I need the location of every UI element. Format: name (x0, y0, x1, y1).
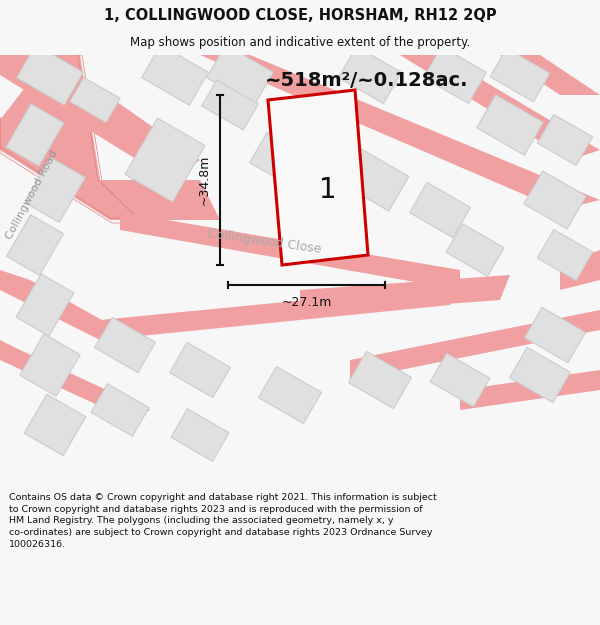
Text: Collingwood Close: Collingwood Close (208, 228, 323, 256)
Polygon shape (410, 182, 470, 238)
Polygon shape (171, 409, 229, 461)
Polygon shape (20, 334, 80, 396)
Polygon shape (460, 370, 600, 410)
Polygon shape (268, 90, 368, 265)
Polygon shape (17, 45, 83, 105)
Polygon shape (100, 180, 220, 220)
Polygon shape (430, 353, 490, 407)
Polygon shape (25, 158, 85, 222)
Polygon shape (142, 45, 208, 105)
Polygon shape (6, 104, 64, 166)
Polygon shape (125, 118, 205, 202)
Polygon shape (24, 394, 86, 456)
Polygon shape (259, 366, 322, 424)
Polygon shape (95, 318, 155, 372)
Polygon shape (509, 348, 571, 403)
Polygon shape (100, 285, 460, 340)
Text: ~34.8m: ~34.8m (197, 155, 211, 205)
Text: Map shows position and indicative extent of the property.: Map shows position and indicative extent… (130, 36, 470, 49)
Polygon shape (424, 46, 487, 104)
Polygon shape (200, 55, 600, 210)
Polygon shape (500, 55, 600, 95)
Polygon shape (7, 215, 64, 275)
Polygon shape (560, 250, 600, 290)
Polygon shape (16, 274, 74, 336)
Polygon shape (400, 55, 600, 160)
Polygon shape (91, 384, 149, 436)
Polygon shape (0, 55, 200, 180)
Text: 1, COLLINGWOOD CLOSE, HORSHAM, RH12 2QP: 1, COLLINGWOOD CLOSE, HORSHAM, RH12 2QP (104, 8, 496, 23)
Polygon shape (170, 342, 230, 398)
Polygon shape (476, 95, 544, 155)
Text: Contains OS data © Crown copyright and database right 2021. This information is : Contains OS data © Crown copyright and d… (9, 492, 437, 549)
Polygon shape (524, 171, 586, 229)
Text: ~27.1m: ~27.1m (281, 296, 332, 309)
Text: 1: 1 (319, 176, 337, 204)
Polygon shape (537, 229, 593, 281)
Polygon shape (350, 310, 600, 380)
Polygon shape (0, 270, 120, 340)
Polygon shape (120, 212, 460, 290)
Polygon shape (338, 46, 401, 104)
Polygon shape (524, 308, 586, 362)
Polygon shape (537, 114, 593, 166)
Polygon shape (300, 275, 510, 315)
Polygon shape (202, 80, 258, 130)
Polygon shape (70, 78, 120, 122)
Polygon shape (0, 340, 150, 420)
Polygon shape (446, 224, 504, 276)
Polygon shape (0, 55, 140, 220)
Polygon shape (341, 149, 409, 211)
Polygon shape (206, 45, 274, 105)
Polygon shape (349, 351, 412, 409)
Polygon shape (250, 132, 310, 188)
Polygon shape (490, 48, 550, 102)
Text: Collingwood Road: Collingwood Road (4, 149, 60, 241)
Text: ~518m²/~0.128ac.: ~518m²/~0.128ac. (265, 71, 469, 89)
